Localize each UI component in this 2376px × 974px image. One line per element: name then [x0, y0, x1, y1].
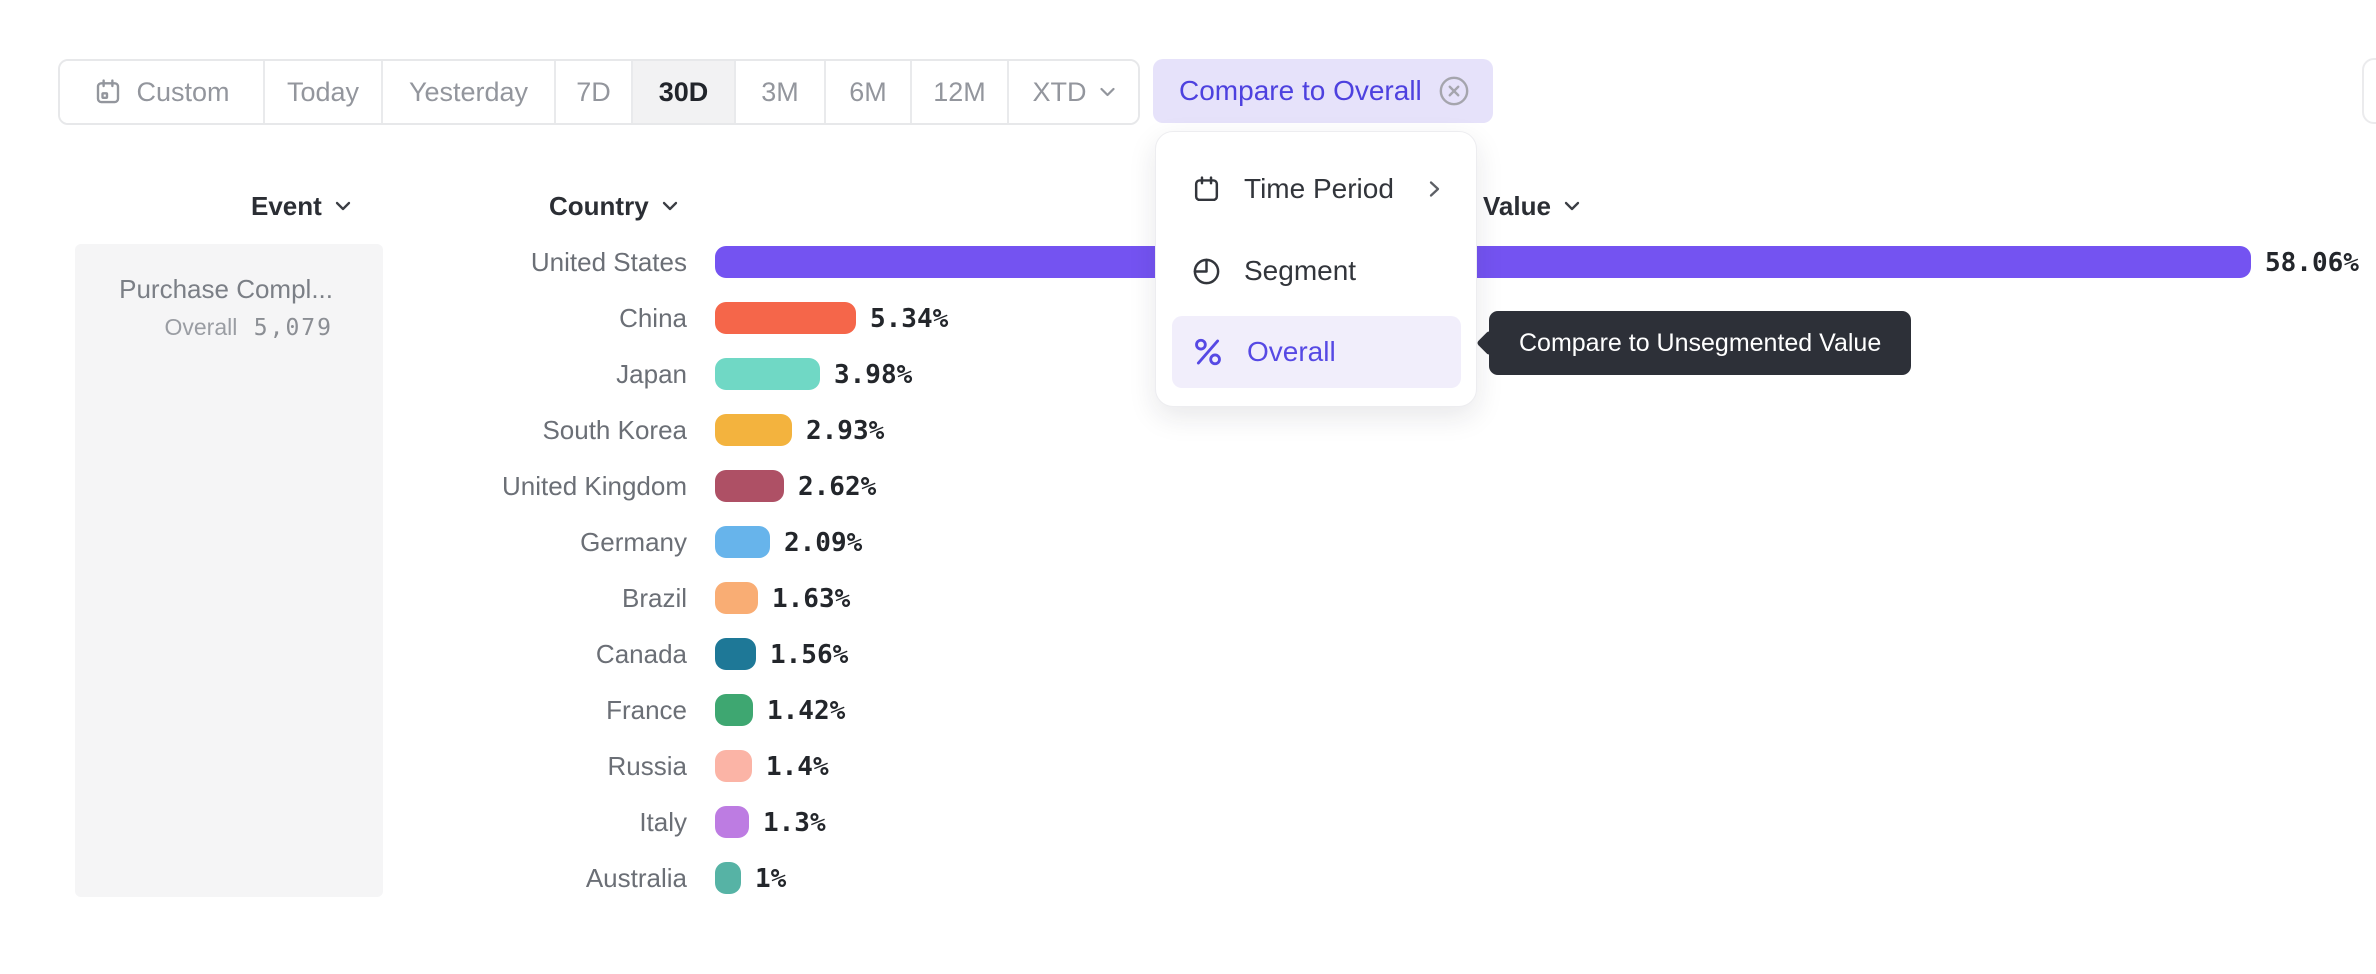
chart-row-france: France 1.42% [0, 694, 2376, 726]
country-label: Canada [595, 639, 687, 669]
value-label: 1.63% [772, 584, 851, 614]
chart-row-italy: Italy 1.3% [0, 806, 2376, 838]
chip-label: Compare to Overall [1179, 75, 1422, 106]
event-card[interactable]: Purchase Compl... Overall 5,079 [75, 244, 383, 897]
value-label: 2.09% [784, 528, 863, 558]
bar-australia[interactable] [715, 862, 741, 894]
chart-row-united-kingdom: United Kingdom 2.62% [0, 470, 2376, 502]
bar-italy[interactable] [715, 806, 749, 838]
bar-russia[interactable] [715, 750, 752, 782]
chart-row-south-korea: South Korea 2.93% [0, 414, 2376, 446]
preset-label: Custom [136, 76, 230, 107]
segment-icon [1191, 256, 1222, 287]
compare-to-overall-chip[interactable]: Compare to Overall [1153, 59, 1493, 123]
bar-japan[interactable] [715, 358, 820, 390]
country-label: Germany [580, 527, 687, 557]
value-label: 58.06% [2265, 248, 2359, 278]
bar-china[interactable] [715, 302, 856, 334]
chart-row-russia: Russia 1.4% [0, 750, 2376, 782]
value-label: 1.56% [770, 640, 849, 670]
overall-label: Overall [164, 314, 238, 340]
chevron-down-icon [335, 201, 351, 211]
clipped-edge-button[interactable] [2362, 58, 2376, 124]
chevron-down-icon [1564, 201, 1580, 211]
preset-6m-button[interactable]: 6M [826, 61, 912, 123]
menu-item-segment[interactable]: Segment [1156, 240, 1476, 302]
preset-12m-button[interactable]: 12M [912, 61, 1009, 123]
calendar-icon [93, 77, 123, 107]
chart-row-australia: Australia 1% [0, 862, 2376, 894]
chevron-right-icon [1429, 181, 1440, 198]
value-label: 1.3% [763, 808, 826, 838]
preset-yesterday-button[interactable]: Yesterday [383, 61, 556, 123]
country-label: United Kingdom [502, 471, 687, 501]
calendar-icon [1191, 174, 1222, 205]
menu-item-overall[interactable]: Overall [1172, 316, 1461, 388]
preset-7d-button[interactable]: 7D [556, 61, 633, 123]
value-label: 1.42% [767, 696, 846, 726]
chart-row-japan: Japan 3.98% [0, 358, 2376, 390]
value-label: 1% [755, 864, 787, 894]
chevron-down-icon [1099, 87, 1115, 97]
preset-3m-button[interactable]: 3M [736, 61, 826, 123]
percent-icon [1191, 335, 1225, 369]
bar-canada[interactable] [715, 638, 756, 670]
event-overall-count: Overall 5,079 [93, 312, 333, 343]
tooltip: Compare to Unsegmented Value [1476, 311, 1912, 375]
preset-xtd-button[interactable]: XTD [1009, 61, 1138, 123]
preset-30d-button[interactable]: 30D [633, 61, 736, 123]
bar-united-kingdom[interactable] [715, 470, 784, 502]
tooltip-text: Compare to Unsegmented Value [1519, 328, 1882, 357]
country-column-header[interactable]: Country [549, 189, 678, 223]
value-label: 2.62% [798, 472, 877, 502]
event-column-header[interactable]: Event [251, 189, 351, 223]
chart-row-germany: Germany 2.09% [0, 526, 2376, 558]
country-label: Italy [639, 807, 687, 837]
value-label: 3.98% [834, 360, 913, 390]
value-label: 2.93% [806, 416, 885, 446]
bar-germany[interactable] [715, 526, 770, 558]
country-label: China [619, 303, 687, 333]
chart-row-canada: Canada 1.56% [0, 638, 2376, 670]
preset-today-button[interactable]: Today [265, 61, 383, 123]
country-label: Russia [607, 751, 687, 781]
value-label: 1.4% [766, 752, 829, 782]
value-label: 5.34% [870, 304, 949, 334]
bar-united-states[interactable] [715, 246, 2251, 278]
preset-custom-button[interactable]: Custom [60, 61, 265, 123]
country-label: Australia [585, 863, 687, 893]
compare-menu: Time Period Segment Overal [1155, 131, 1477, 407]
country-label: South Korea [542, 415, 687, 445]
country-label: United States [530, 247, 687, 277]
chart-row-china: China 5.34% [0, 302, 2376, 334]
bar-france[interactable] [715, 694, 753, 726]
menu-item-time-period[interactable]: Time Period [1156, 158, 1476, 220]
event-name: Purchase Compl... [119, 274, 333, 304]
value-column-header[interactable]: Value [1483, 189, 1580, 223]
overall-value: 5,079 [253, 315, 333, 341]
country-label: Brazil [621, 583, 687, 613]
time-range-toolbar: Custom Today Yesterday 7D 30D 3M 6M 12M … [58, 59, 1140, 125]
chart-row-brazil: Brazil 1.63% [0, 582, 2376, 614]
chart-row-united-states: United States 58.06% [0, 246, 2376, 278]
chevron-down-icon [662, 201, 678, 211]
country-label: Japan [616, 359, 687, 389]
bar-brazil[interactable] [715, 582, 758, 614]
bar-south-korea[interactable] [715, 414, 792, 446]
close-circle-icon[interactable] [1437, 74, 1471, 108]
country-label: France [606, 695, 687, 725]
